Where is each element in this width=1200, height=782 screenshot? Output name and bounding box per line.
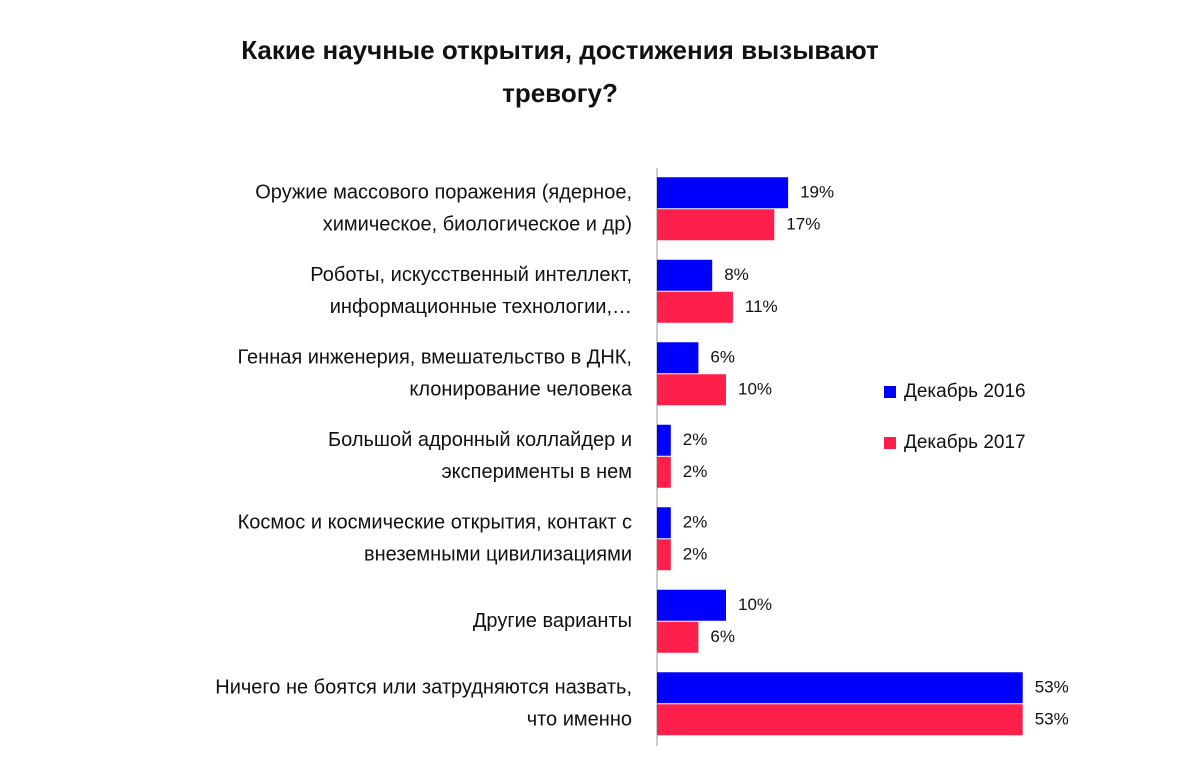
category-label: Оружие массового поражения (ядерное, хими… <box>255 182 632 236</box>
bar <box>657 704 1023 736</box>
value-label: 6% <box>710 627 735 646</box>
category-label: Ничего не боятся или затрудняются назват… <box>215 677 632 731</box>
value-label: 53% <box>1035 710 1069 729</box>
value-label: 2% <box>683 430 708 449</box>
bar <box>657 177 789 209</box>
value-label: 19% <box>800 183 834 202</box>
value-label: 53% <box>1035 678 1069 697</box>
value-label: 2% <box>683 513 708 532</box>
bar <box>657 621 699 653</box>
value-label: 11% <box>745 297 778 316</box>
bar <box>657 672 1023 704</box>
value-label: 2% <box>683 545 708 564</box>
chart-title: Какие научные открытия, достижения вызыв… <box>241 35 879 108</box>
bar <box>657 259 713 291</box>
value-label: 6% <box>710 348 735 367</box>
legend-label: Декабрь 2017 <box>904 432 1026 453</box>
legend-swatch <box>884 386 896 398</box>
bar <box>657 589 726 621</box>
bar <box>657 507 671 539</box>
legend-swatch <box>884 437 896 449</box>
bar <box>657 342 699 374</box>
value-label: 2% <box>683 462 708 481</box>
bar <box>657 539 671 571</box>
category-label: Космос и космические открытия, контакт с… <box>238 512 632 566</box>
category-label: Роботы, искусственный интеллект, информац… <box>310 264 632 318</box>
legend-label: Декабрь 2016 <box>904 381 1026 402</box>
bar <box>657 424 671 456</box>
category-label: Большой адронный коллайдер и эксперименты… <box>328 429 632 483</box>
value-label: 10% <box>738 380 772 399</box>
value-label: 8% <box>724 265 749 284</box>
bar <box>657 291 733 323</box>
category-label: Другие варианты <box>473 610 632 632</box>
bar <box>657 209 775 241</box>
bar <box>657 456 671 488</box>
category-label: Генная инженерия, вмешательство в ДНК, кл… <box>238 347 633 401</box>
bar <box>657 374 726 406</box>
value-label: 17% <box>786 215 820 234</box>
value-label: 10% <box>738 595 772 614</box>
